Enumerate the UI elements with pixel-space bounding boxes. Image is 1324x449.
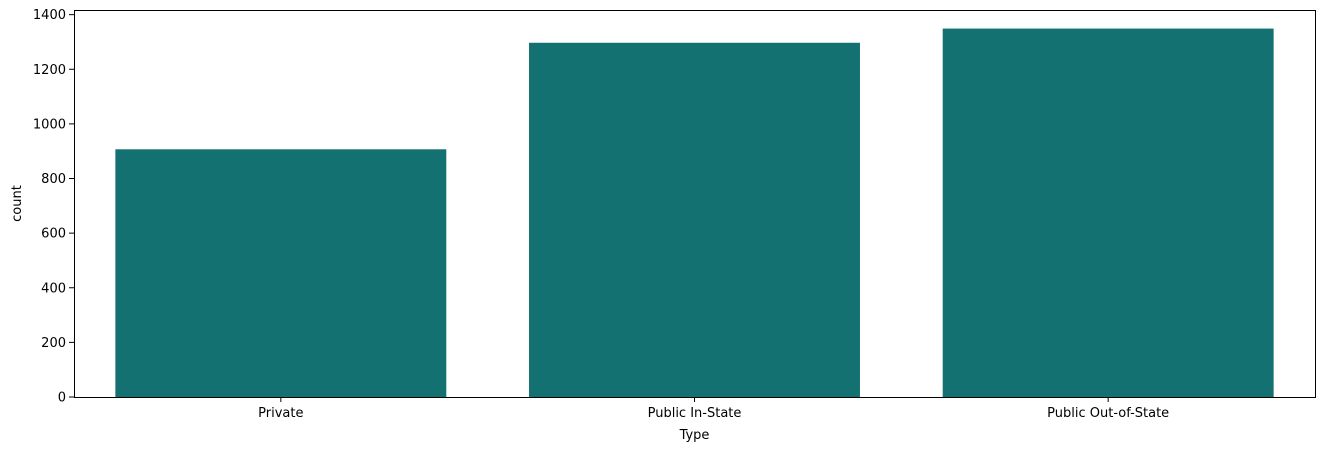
x-axis-label: Type [679, 428, 710, 443]
bars-group [115, 28, 1274, 398]
plot-frame [74, 10, 1316, 398]
x-axis-ticks: Private Public In-State Public Out-of-Stat… [258, 397, 1169, 421]
y-tick-label: 0 [58, 391, 66, 406]
y-tick-label: 1000 [33, 117, 66, 132]
y-axis-label: count [10, 185, 25, 222]
x-tick-label: Public In-State [648, 406, 742, 421]
y-tick-label: 1200 [33, 63, 66, 78]
y-tick-label: 800 [41, 172, 66, 187]
bar-private [115, 149, 447, 397]
bar-public-out-of-state [942, 28, 1274, 398]
y-tick-label: 600 [41, 227, 66, 242]
y-tick-label: 400 [41, 281, 66, 296]
x-tick-label: Private [258, 406, 303, 421]
bar-public-in-state [529, 42, 860, 397]
x-tick-label: Public Out-of-State [1047, 406, 1169, 421]
y-tick-label: 1400 [33, 8, 66, 23]
y-tick-label: 200 [41, 336, 66, 351]
y-axis-ticks: 0 200 400 600 800 1000 1200 1400 [33, 8, 74, 406]
